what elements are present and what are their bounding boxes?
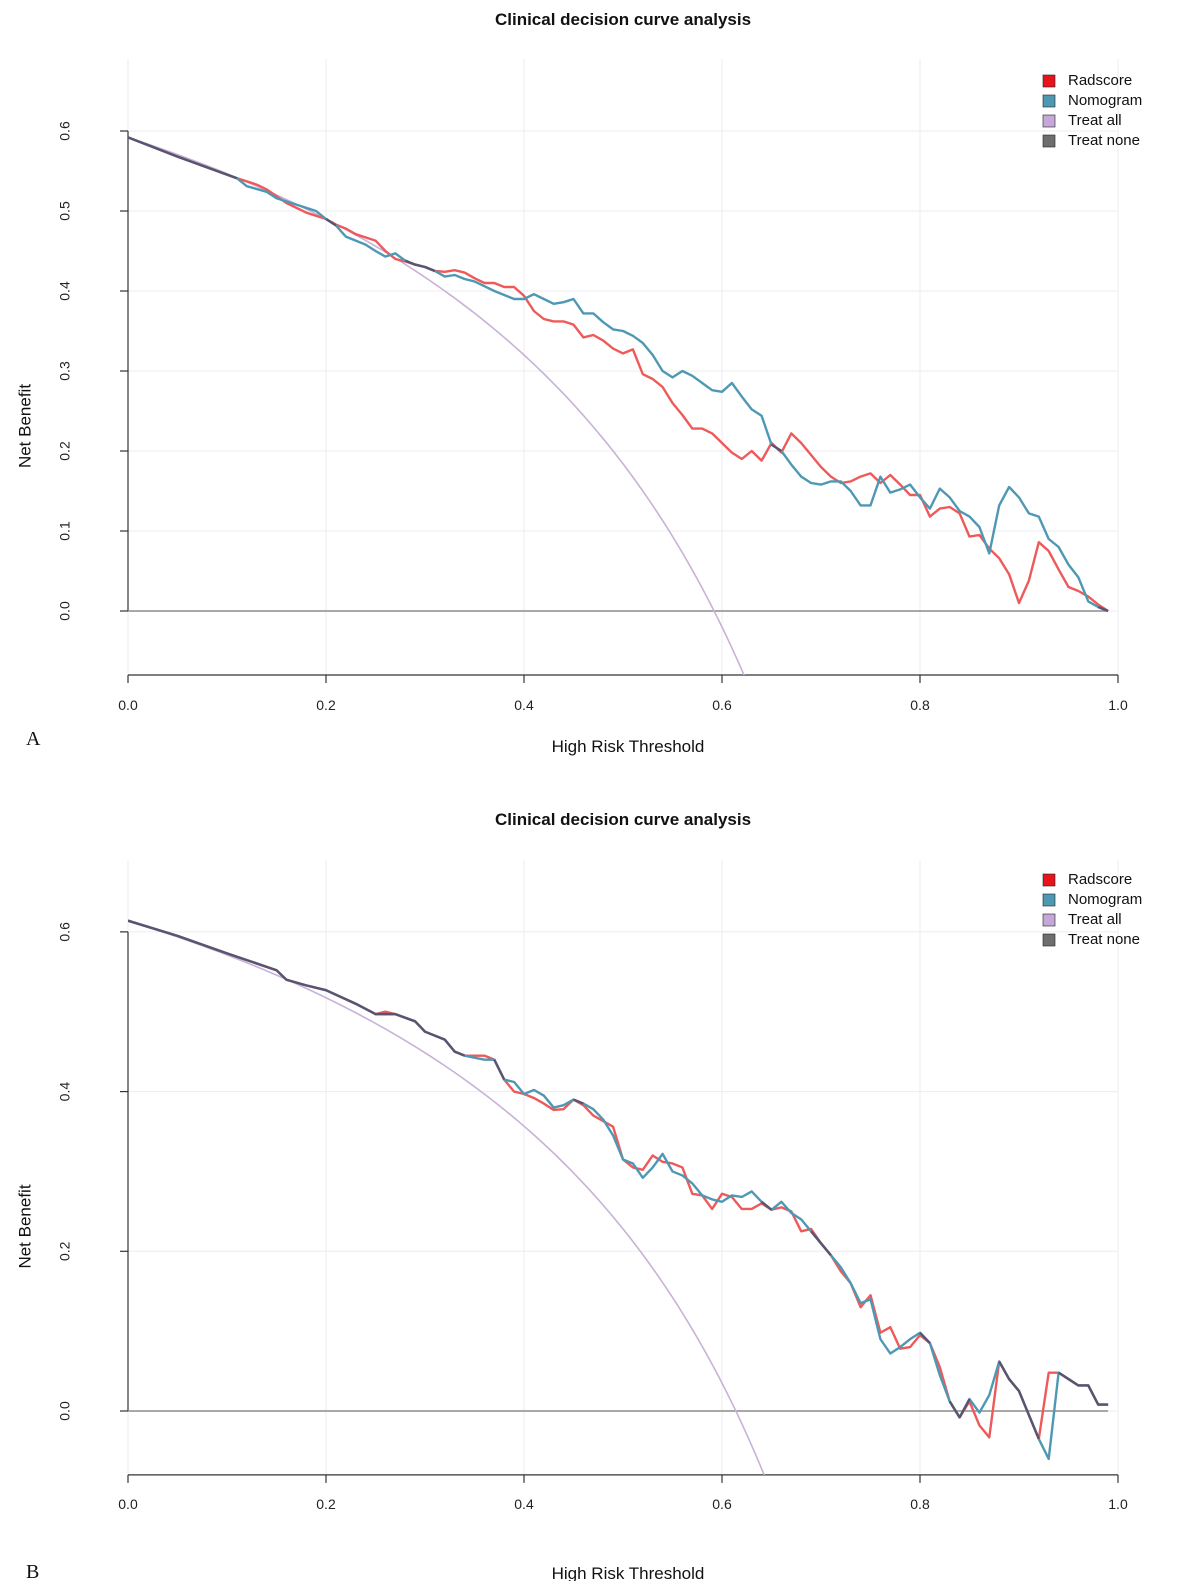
chart-title: Clinical decision curve analysis [495, 10, 751, 29]
legend: Radscore Nomogram Treat all Treat none [1042, 72, 1142, 149]
legend-label: Radscore [1068, 871, 1132, 888]
series-line-radscore [128, 919, 1109, 1441]
series-overlap-line [810, 1230, 832, 1257]
series-line-treat-all [128, 136, 745, 675]
x-tick-label: 0.4 [514, 697, 534, 713]
y-tick-label: 0.0 [57, 1401, 73, 1421]
legend-swatch-treat-none [1042, 134, 1056, 148]
x-tick-label: 0.0 [118, 1496, 138, 1512]
legend-swatch-treat-none [1042, 933, 1056, 947]
legend-swatch-nomogram [1042, 94, 1056, 108]
x-tick-label: 0.2 [316, 1496, 336, 1512]
legend-label: Treat none [1068, 931, 1140, 948]
x-tick-label: 0.6 [712, 697, 732, 713]
series-overlap-line [998, 1360, 1040, 1440]
y-tick-label: 0.1 [57, 521, 73, 541]
y-tick-label: 0.4 [57, 281, 73, 301]
legend-label: Nomogram [1068, 891, 1142, 908]
chart-panel-b: Clinical decision curve analysis 0.0 0.2 0.… [15, 810, 1142, 1581]
series-line-radscore [128, 136, 1109, 613]
x-tick-label: 0.6 [712, 1496, 732, 1512]
x-tick-label: 0.8 [910, 697, 930, 713]
x-tick-label: 0.4 [514, 1496, 534, 1512]
panel-label: A [26, 728, 41, 750]
y-tick-label: 0.5 [57, 201, 73, 221]
series-overlap-line [493, 1059, 506, 1081]
y-tick-label: 0.6 [57, 121, 73, 141]
series-overlap-line [948, 1398, 971, 1419]
x-tick-label: 1.0 [1108, 697, 1128, 713]
x-tick-label: 0.2 [316, 697, 336, 713]
series-overlap-line [573, 1098, 584, 1105]
x-axis-label: High Risk Threshold [552, 1564, 705, 1581]
chart-panel-a: Clinical decision curve analysis 0.0 0.2 0.… [15, 10, 1142, 756]
y-tick-label: 0.2 [57, 1241, 73, 1261]
grid [127, 860, 1119, 1475]
legend-label: Treat all [1068, 112, 1122, 129]
y-axis-label: Net Benefit [15, 384, 34, 468]
series-overlap-line [770, 443, 783, 453]
series-overlap-line [1097, 605, 1109, 613]
series-line-nomogram [128, 136, 1109, 613]
series-overlap-line [1057, 1371, 1109, 1406]
panel-label: B [26, 1561, 39, 1581]
legend-label: Radscore [1068, 72, 1132, 89]
y-tick-label: 0.0 [57, 601, 73, 621]
y-tick-label: 0.4 [57, 1082, 73, 1102]
series-overlap-line [404, 259, 436, 273]
legend: Radscore Nomogram Treat all Treat none [1042, 871, 1142, 948]
legend-label: Nomogram [1068, 92, 1142, 109]
legend-swatch-treat-all [1042, 913, 1056, 927]
y-axis-label: Net Benefit [15, 1184, 34, 1268]
legend-swatch-radscore [1042, 74, 1056, 88]
legend-swatch-treat-all [1042, 114, 1056, 128]
series-line-nomogram [128, 919, 1109, 1461]
series-overlap-line [325, 217, 337, 227]
series-line-treat-all [128, 919, 766, 1475]
legend-swatch-nomogram [1042, 893, 1056, 907]
x-tick-label: 1.0 [1108, 1496, 1128, 1512]
legend-swatch-radscore [1042, 873, 1056, 887]
series-overlap-line [760, 1200, 773, 1211]
legend-label: Treat none [1068, 132, 1140, 149]
x-axis-label: High Risk Threshold [552, 737, 705, 756]
x-tick-label: 0.8 [910, 1496, 930, 1512]
series-overlap-line [919, 1331, 931, 1344]
y-tick-label: 0.3 [57, 361, 73, 381]
legend-label: Treat all [1068, 911, 1122, 928]
y-tick-label: 0.6 [57, 922, 73, 942]
chart-title: Clinical decision curve analysis [495, 810, 751, 829]
y-tick-label: 0.2 [57, 441, 73, 461]
x-tick-label: 0.0 [118, 697, 138, 713]
grid [127, 59, 1119, 675]
series-overlap-line [128, 919, 466, 1057]
series-overlap-line [128, 136, 238, 180]
